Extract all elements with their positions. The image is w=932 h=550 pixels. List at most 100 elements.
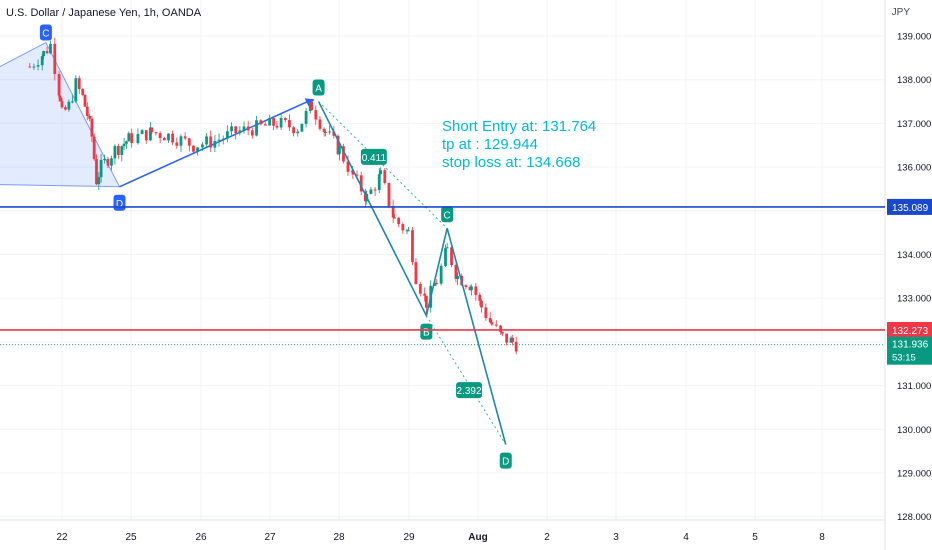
candle-body [283, 118, 287, 121]
candle-body [59, 97, 63, 102]
candle-body [494, 324, 498, 326]
candle-body [310, 101, 314, 111]
candle-body [275, 125, 279, 128]
candle-body [196, 147, 200, 152]
candle-body [250, 130, 254, 136]
x-tick-label: 3 [613, 532, 619, 543]
candle-body [144, 130, 148, 141]
candle-body [393, 217, 396, 219]
candle-body [60, 101, 64, 108]
symbol-title[interactable]: U.S. Dollar / Japanese Yen, 1h, OANDA [6, 7, 202, 19]
candle-body [454, 265, 458, 279]
candle-body [179, 136, 183, 146]
candle-body [58, 95, 62, 98]
candle-body [88, 116, 91, 119]
candle-body [150, 127, 154, 133]
y-tick-label: 138.000 [897, 75, 931, 86]
candle-body [338, 146, 341, 155]
candle-body [175, 142, 179, 146]
candle-body [322, 128, 326, 132]
candle-body [373, 189, 377, 191]
candle-body [70, 101, 74, 103]
candle-body [116, 145, 120, 155]
level-red-box[interactable] [887, 321, 932, 338]
candle-body [205, 136, 208, 145]
candle-body [407, 230, 410, 232]
candle-body [509, 337, 513, 343]
candle-body [234, 126, 238, 134]
ratio-label-bd-bg[interactable] [456, 382, 483, 399]
point-label-b-bg[interactable] [420, 323, 433, 340]
candle-body [470, 286, 473, 291]
ratio-label-ac-bg[interactable] [360, 148, 387, 165]
point-label-c: C [444, 210, 451, 221]
candle-body [45, 51, 49, 54]
candle-body [418, 283, 422, 294]
candle-body [480, 300, 483, 308]
ratio-line-bd [425, 315, 507, 445]
y-tick-label: 139.000 [897, 32, 931, 43]
candle-body [32, 66, 36, 68]
point-label-c-bg[interactable] [441, 206, 454, 223]
candle-body [263, 124, 267, 126]
candle-body [300, 123, 304, 132]
candle-body [127, 133, 131, 142]
candle-body [414, 262, 418, 284]
candle-body [36, 65, 40, 67]
candle-body [259, 120, 263, 125]
candle-body [351, 170, 355, 175]
ratio-line-ac [318, 101, 448, 229]
candle-body [125, 141, 128, 144]
x-tick-label: 29 [403, 532, 415, 543]
point-label-c-blue-bg[interactable] [39, 24, 52, 41]
candle-body [383, 170, 387, 184]
candle-body [238, 130, 242, 134]
candle-body [500, 331, 504, 334]
candle-body [346, 161, 350, 172]
pattern-green-legs [317, 101, 507, 445]
point-label-d: D [502, 457, 509, 468]
point-label-b: B [423, 328, 430, 339]
x-tick-label: 4 [683, 532, 689, 543]
candle-body [379, 170, 383, 175]
candle-body [95, 159, 98, 185]
x-tick-label: 8 [819, 532, 825, 543]
candle-body [369, 189, 373, 194]
candle-body [103, 158, 106, 160]
candle-body [292, 127, 295, 134]
candle-body [42, 51, 45, 57]
x-tick-label: 2 [544, 532, 550, 543]
candle-body [221, 138, 225, 140]
candle-body [140, 130, 144, 135]
candle-body [505, 333, 509, 343]
annotation-line: Short Entry at: 131.764 [442, 118, 596, 135]
y-tick-label: 130.000 [897, 425, 931, 436]
candle-body [401, 224, 405, 231]
point-label-d-bg[interactable] [499, 452, 512, 469]
candle-body [296, 131, 300, 134]
candle-body [456, 275, 459, 279]
level-blue-box[interactable] [887, 198, 932, 215]
candle-body [192, 145, 195, 152]
candle-body [53, 43, 57, 75]
point-label-a-bg[interactable] [312, 79, 325, 96]
candle-body [511, 337, 515, 342]
candle-body [171, 133, 175, 143]
candle-body [64, 107, 67, 110]
candle-body [246, 126, 250, 131]
candle-body [200, 144, 204, 148]
candle-body [328, 131, 332, 133]
point-label-a: A [315, 84, 322, 95]
candle-body [83, 94, 87, 107]
candle-body [113, 145, 117, 159]
y-tick-label: 137.000 [897, 119, 931, 130]
current-price-label: 131.936 [892, 340, 929, 351]
candle-body [359, 175, 363, 192]
candle-body [474, 286, 478, 295]
pattern-blue-edges [0, 41, 121, 188]
x-tick-label: 28 [333, 532, 345, 543]
current-price-box[interactable] [887, 336, 932, 365]
candle-body [318, 119, 322, 129]
candle-body [387, 183, 391, 206]
